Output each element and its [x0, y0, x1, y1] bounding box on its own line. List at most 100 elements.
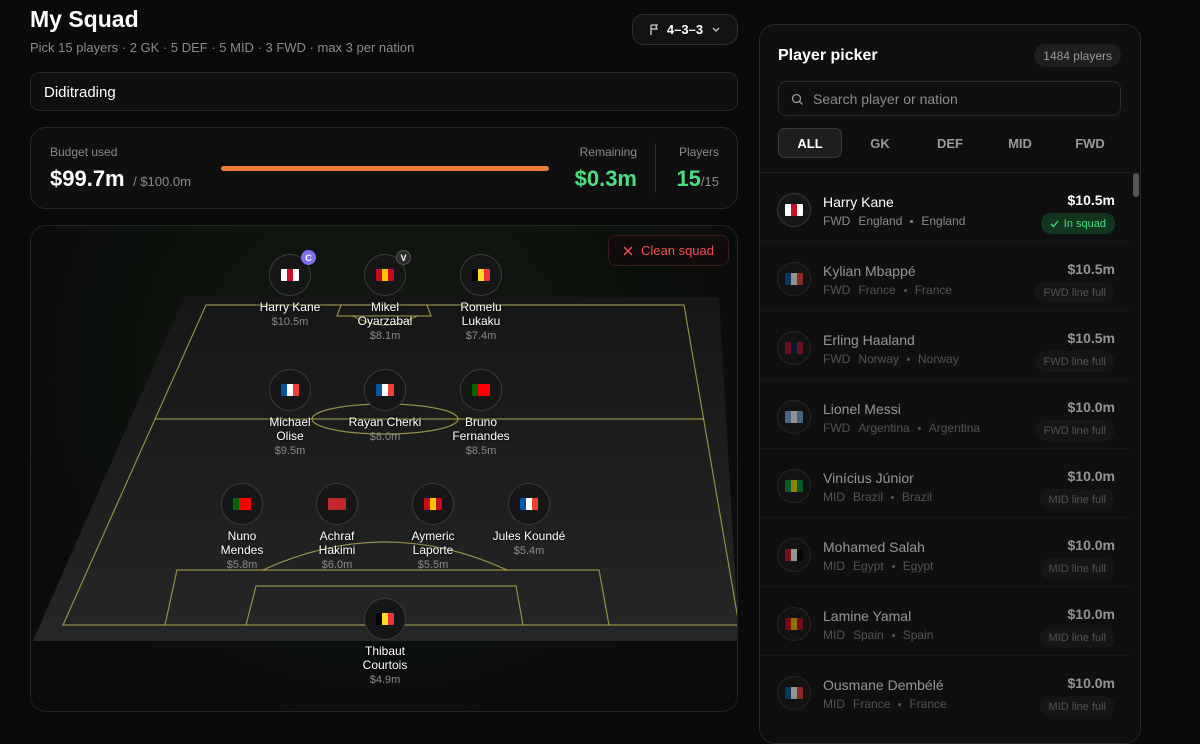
player-nation: France: [853, 697, 891, 711]
picker-title: Player picker: [778, 47, 878, 64]
name-line: Oyarzabal: [357, 314, 413, 328]
player-team: England: [921, 214, 966, 228]
flag-stripe: [233, 498, 239, 510]
player-name: Lamine Yamal: [823, 608, 912, 624]
player-position: FWD: [823, 283, 851, 297]
player-status: MID line full: [1039, 558, 1115, 579]
player-status: MID line full: [1039, 696, 1115, 717]
player-status: MID line full: [1039, 489, 1115, 510]
flag-stripe: [785, 342, 791, 354]
flag-stripe: [785, 618, 791, 630]
player-team: Norway: [918, 352, 959, 366]
flag-stripe: [797, 687, 803, 699]
clean-squad-button[interactable]: Clean squad: [608, 235, 729, 266]
separator-dot: [891, 633, 895, 637]
player-status: In squad: [1040, 213, 1115, 234]
player-position: MID: [823, 559, 845, 573]
pitch-player[interactable]: Thibaut Courtois $4.9m: [330, 598, 440, 686]
player-flag: [777, 400, 811, 434]
name-line: Jules Koundé: [492, 529, 566, 543]
player-avatar: C: [269, 250, 316, 296]
player-row[interactable]: Erling Haaland FWD Norway Norway $10.5m FWD l…: [760, 310, 1132, 379]
flag: [376, 384, 394, 396]
flag-stripe: [281, 384, 287, 396]
player-price: $10.5m: [1067, 192, 1115, 208]
pitch-player[interactable]: V Mikel Oyarzabal $8.1m: [330, 250, 440, 342]
player-flag: [777, 538, 811, 572]
name-line: Thibaut: [364, 644, 406, 658]
player-price: $10.5m: [1067, 261, 1115, 277]
search-input[interactable]: Search player or nation: [778, 81, 1121, 116]
player-status: FWD line full: [1034, 420, 1115, 441]
player-nation: Norway: [858, 352, 900, 366]
player-nation: Spain: [853, 628, 884, 642]
filter-tab[interactable]: MID: [1008, 135, 1032, 151]
flag: [785, 618, 803, 630]
status-label: FWD line full: [1043, 355, 1106, 368]
flag-stripe: [526, 498, 532, 510]
flag: [785, 687, 803, 699]
player-price: $9.5m: [274, 445, 306, 457]
flag: [281, 269, 299, 281]
pitch-player[interactable]: Nuno Mendes $5.8m: [187, 483, 297, 571]
filter-tab[interactable]: DEF: [937, 135, 963, 151]
name-line: Laporte: [412, 543, 454, 557]
pitch-player[interactable]: Bruno Fernandes $8.5m: [426, 369, 536, 457]
budget-label: Budget used: [50, 145, 118, 159]
flag-stripe: [520, 498, 526, 510]
flag-stripe: [791, 204, 797, 216]
players-max: /15: [700, 174, 719, 189]
flag: [376, 613, 394, 625]
flag-stripe: [785, 687, 791, 699]
name-line: Lukaku: [461, 314, 501, 328]
player-meta: FWD England England: [823, 214, 965, 228]
player-price: $10.5m: [271, 316, 309, 328]
name-line: Fernandes: [452, 429, 510, 443]
flag-stripe: [436, 498, 442, 510]
flag-stripe: [791, 480, 797, 492]
page-subtitle: Pick 15 players · 2 GK · 5 DEF · 5 MID ·…: [30, 40, 415, 55]
status-label: MID line full: [1048, 562, 1106, 575]
filter-tab[interactable]: FWD: [1075, 135, 1105, 151]
filter-tab[interactable]: GK: [870, 135, 890, 151]
pitch-player[interactable]: Romelu Lukaku $7.4m: [426, 254, 536, 342]
name-line: Michael: [269, 415, 311, 429]
pitch-lines: [33, 297, 737, 641]
team-name-input[interactable]: Diditrading: [30, 72, 738, 111]
flag-stripe: [245, 498, 251, 510]
pitch-player[interactable]: Aymeric Laporte $5.5m: [378, 483, 488, 571]
player-status: FWD line full: [1034, 282, 1115, 303]
filter-tab[interactable]: ALL: [778, 128, 842, 158]
player-avatar: V: [364, 250, 411, 296]
flag-stripe: [797, 273, 803, 285]
player-row[interactable]: Vinícius Júnior MID Brazil Brazil $10.0m MID …: [760, 448, 1132, 517]
player-name: Thibaut Courtois: [330, 644, 440, 672]
player-row[interactable]: Kylian Mbappé FWD France France $10.5m FWD li…: [760, 241, 1132, 310]
pitch-player[interactable]: C Harry Kane $10.5m: [235, 250, 345, 328]
pitch-player[interactable]: Rayan Cherki $8.0m: [330, 369, 440, 443]
pitch-player[interactable]: Jules Koundé $5.4m: [474, 483, 584, 557]
captain-badge: V: [396, 250, 411, 265]
player-name: Romelu Lukaku: [426, 300, 536, 328]
player-name: Harry Kane: [823, 194, 894, 210]
pitch-player[interactable]: Michael Olise $9.5m: [235, 369, 345, 457]
player-avatar: [364, 369, 406, 411]
flag: [785, 549, 803, 561]
flag-stripe: [484, 269, 490, 281]
player-row[interactable]: Mohamed Salah MID Egypt Egypt $10.0m MID line…: [760, 517, 1132, 586]
player-row[interactable]: Lionel Messi FWD Argentina Argentina $10.0m F…: [760, 379, 1132, 448]
player-row[interactable]: Harry Kane FWD England England $10.5m In squa…: [760, 172, 1132, 241]
flag-stripe: [797, 204, 803, 216]
status-label: MID line full: [1048, 700, 1106, 713]
player-team: Spain: [902, 628, 934, 642]
player-row[interactable]: Lamine Yamal MID Spain Spain $10.0m MID line …: [760, 586, 1132, 655]
search-placeholder: Search player or nation: [813, 90, 958, 107]
formation-select[interactable]: 4–3–3: [632, 14, 738, 45]
player-name: Mohamed Salah: [823, 539, 925, 555]
pitch-player[interactable]: Achraf Hakimi $6.0m: [282, 483, 392, 571]
player-row[interactable]: Ousmane Dembélé MID France France $10.0m MID …: [760, 655, 1132, 724]
player-price: $10.0m: [1067, 468, 1115, 484]
flag-stripe: [424, 498, 430, 510]
flag-stripe: [797, 411, 803, 423]
player-position: MID: [823, 628, 845, 642]
